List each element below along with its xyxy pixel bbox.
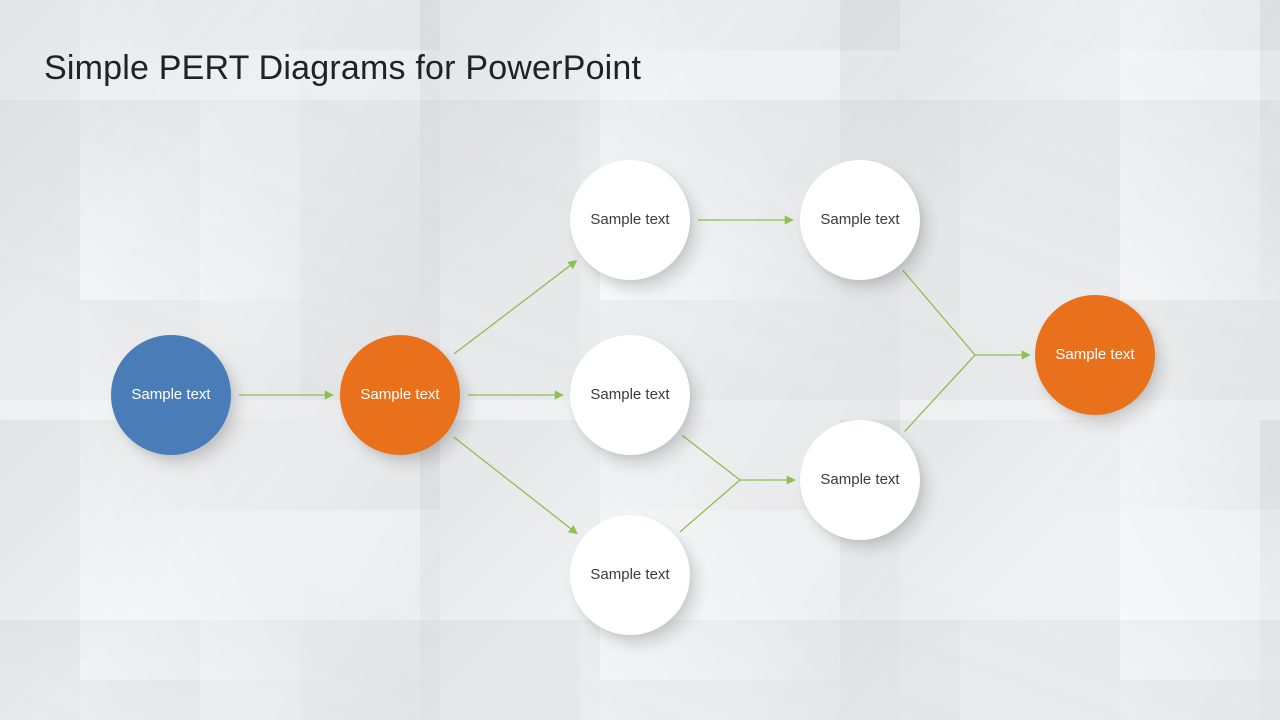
- diagram-node-label: Sample text: [584, 386, 675, 403]
- diagram-node-label: Sample text: [584, 566, 675, 583]
- diagram-node: Sample text: [111, 335, 231, 455]
- diagram-node-label: Sample text: [1049, 346, 1140, 363]
- page-title: Simple PERT Diagrams for PowerPoint: [44, 49, 641, 88]
- diagram-node-label: Sample text: [814, 211, 905, 228]
- diagram-node: Sample text: [570, 515, 690, 635]
- diagram-node: Sample text: [800, 420, 920, 540]
- diagram-node-label: Sample text: [814, 471, 905, 488]
- diagram-node-label: Sample text: [125, 386, 216, 403]
- diagram-node: Sample text: [340, 335, 460, 455]
- diagram-node: Sample text: [800, 160, 920, 280]
- diagram-node: Sample text: [570, 335, 690, 455]
- diagram-node-label: Sample text: [584, 211, 675, 228]
- diagram-node: Sample text: [570, 160, 690, 280]
- diagram-node-label: Sample text: [354, 386, 445, 403]
- diagram-node: Sample text: [1035, 295, 1155, 415]
